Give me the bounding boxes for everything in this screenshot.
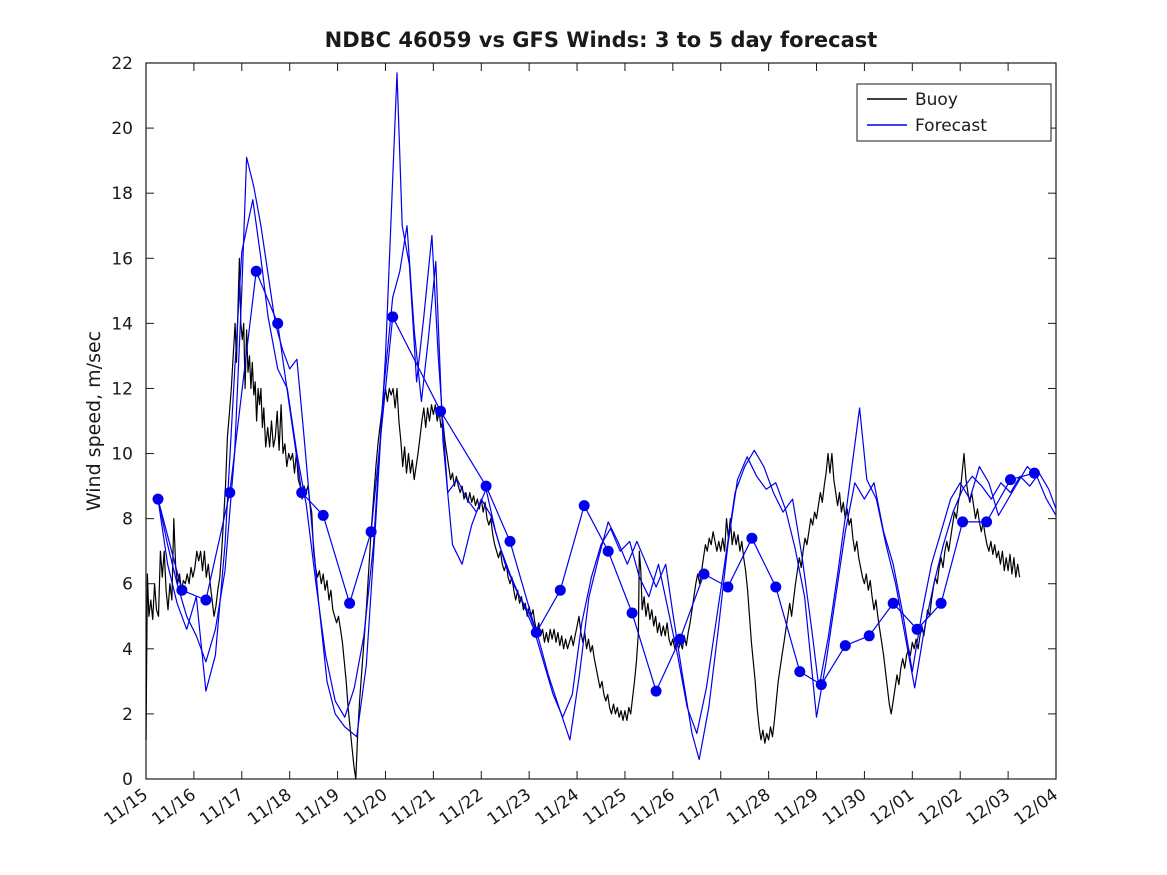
forecast-marker bbox=[1028, 467, 1040, 479]
forecast-marker bbox=[176, 584, 188, 596]
forecast-marker bbox=[272, 317, 284, 329]
forecast-marker bbox=[296, 487, 308, 499]
legend: Buoy Forecast bbox=[856, 83, 1052, 142]
forecast-marker bbox=[578, 500, 590, 512]
forecast-run-a-line bbox=[157, 72, 1057, 738]
forecast-marker bbox=[530, 627, 542, 638]
forecast-marker bbox=[344, 597, 356, 609]
plot-area: 024681012141618202211/1511/1611/1711/181… bbox=[101, 54, 1062, 830]
forecast-marker bbox=[365, 526, 377, 538]
y-tick-label: 18 bbox=[111, 184, 133, 204]
forecast-marker bbox=[722, 581, 734, 593]
forecast-run-c-line bbox=[157, 270, 1035, 692]
y-tick-label: 20 bbox=[111, 119, 133, 139]
forecast-marker bbox=[152, 493, 164, 505]
x-tick-label: 11/20 bbox=[340, 785, 391, 830]
x-tick-label: 12/03 bbox=[963, 785, 1014, 830]
chart-title: NDBC 46059 vs GFS Winds: 3 to 5 day fore… bbox=[325, 28, 878, 52]
forecast-marker bbox=[435, 405, 447, 417]
buoy-line bbox=[145, 257, 1021, 780]
x-tick-label: 11/21 bbox=[388, 785, 439, 830]
y-tick-label: 2 bbox=[122, 705, 133, 725]
forecast-marker bbox=[200, 594, 212, 606]
x-tick-label: 11/22 bbox=[436, 785, 487, 830]
y-tick-label: 4 bbox=[122, 640, 133, 660]
forecast-marker bbox=[317, 509, 329, 521]
forecast-marker bbox=[504, 535, 516, 547]
legend-box bbox=[856, 83, 1052, 142]
y-tick-label: 16 bbox=[111, 249, 133, 269]
x-tick-label: 11/18 bbox=[244, 785, 295, 830]
y-axis-label: Wind speed, m/sec bbox=[83, 331, 105, 511]
forecast-marker bbox=[387, 311, 399, 323]
y-tick-label: 14 bbox=[111, 314, 133, 334]
y-tick-label: 12 bbox=[111, 379, 133, 399]
x-tick-label: 11/25 bbox=[579, 785, 630, 830]
plot-frame bbox=[145, 62, 1057, 780]
forecast-marker bbox=[250, 265, 262, 277]
x-tick-label: 12/04 bbox=[1011, 785, 1062, 830]
forecast-marker bbox=[770, 581, 782, 593]
x-tick-label: 11/15 bbox=[101, 785, 152, 830]
x-tick-label: 11/17 bbox=[196, 785, 247, 830]
forecast-marker bbox=[674, 633, 686, 645]
forecast-marker bbox=[863, 630, 875, 642]
y-tick-label: 8 bbox=[122, 510, 133, 530]
y-tick-label: 0 bbox=[122, 770, 133, 790]
x-tick-label: 11/19 bbox=[292, 785, 343, 830]
x-tick-label: 11/24 bbox=[532, 785, 583, 830]
y-tick-label: 10 bbox=[111, 445, 133, 465]
forecast-marker bbox=[554, 584, 566, 596]
legend-label-1: Forecast bbox=[915, 116, 987, 136]
forecast-run-b-line bbox=[157, 199, 1057, 761]
x-tick-label: 11/26 bbox=[627, 785, 678, 830]
forecast-marker bbox=[911, 623, 923, 635]
forecast-marker bbox=[626, 607, 638, 619]
forecast-marker bbox=[839, 640, 851, 652]
forecast-marker bbox=[1005, 474, 1016, 486]
x-tick-label: 11/29 bbox=[771, 785, 822, 830]
forecast-marker bbox=[224, 487, 236, 499]
legend-label-0: Buoy bbox=[915, 90, 958, 110]
forecast-marker bbox=[602, 545, 614, 557]
forecast-marker bbox=[981, 516, 993, 528]
x-tick-label: 12/01 bbox=[867, 785, 918, 830]
x-tick-label: 11/23 bbox=[484, 785, 535, 830]
y-tick-label: 6 bbox=[122, 575, 133, 595]
forecast-marker bbox=[650, 685, 662, 697]
forecast-marker bbox=[957, 516, 969, 528]
forecast-marker bbox=[480, 480, 492, 492]
x-tick-label: 11/27 bbox=[675, 785, 726, 830]
x-tick-label: 11/28 bbox=[723, 785, 774, 830]
forecast-marker bbox=[794, 666, 806, 678]
y-tick-label: 22 bbox=[111, 54, 133, 74]
forecast-marker bbox=[887, 597, 899, 609]
forecast-marker bbox=[698, 568, 710, 580]
x-tick-label: 11/30 bbox=[819, 785, 870, 830]
x-tick-label: 12/02 bbox=[915, 785, 966, 830]
forecast-marker bbox=[935, 597, 947, 609]
x-tick-label: 11/16 bbox=[148, 785, 199, 830]
forecast-marker bbox=[815, 679, 827, 691]
forecast-marker bbox=[746, 532, 758, 544]
